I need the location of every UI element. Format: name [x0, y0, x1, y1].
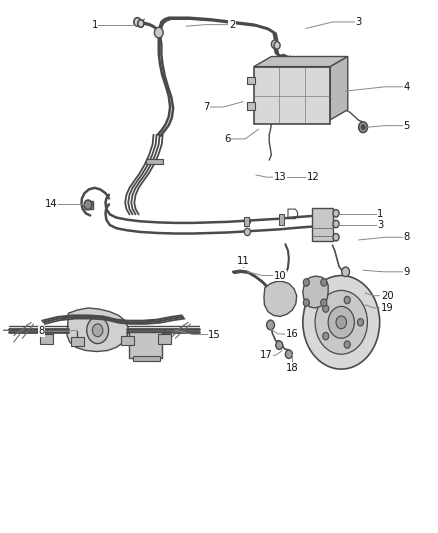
Circle shape	[303, 279, 309, 286]
Circle shape	[315, 290, 367, 354]
Circle shape	[267, 320, 275, 330]
Text: 17: 17	[260, 350, 272, 360]
Bar	[244, 216, 249, 226]
Bar	[121, 336, 134, 345]
Circle shape	[303, 299, 309, 306]
Circle shape	[344, 296, 350, 304]
Bar	[71, 337, 84, 346]
Circle shape	[244, 228, 251, 236]
Polygon shape	[264, 281, 297, 317]
Text: 1: 1	[378, 209, 384, 220]
Circle shape	[321, 299, 327, 306]
Text: 3: 3	[356, 17, 362, 27]
Circle shape	[276, 341, 283, 350]
Text: 19: 19	[381, 303, 393, 313]
Circle shape	[244, 217, 251, 225]
Circle shape	[357, 319, 364, 326]
Bar	[133, 356, 159, 361]
Bar	[254, 67, 330, 124]
Circle shape	[328, 306, 354, 338]
Text: 13: 13	[274, 172, 286, 182]
Text: 3: 3	[378, 220, 384, 230]
Text: 4: 4	[404, 82, 410, 92]
Polygon shape	[303, 276, 328, 308]
Polygon shape	[67, 308, 128, 352]
Text: 20: 20	[381, 290, 393, 301]
Bar	[85, 200, 93, 209]
Text: 14: 14	[45, 199, 57, 209]
Bar	[40, 334, 53, 344]
Text: 6: 6	[225, 134, 231, 144]
Text: 15: 15	[208, 329, 221, 340]
Bar	[311, 208, 332, 241]
Text: 10: 10	[274, 271, 286, 280]
Circle shape	[336, 316, 346, 329]
Circle shape	[333, 209, 339, 217]
Circle shape	[303, 276, 380, 369]
Circle shape	[134, 18, 141, 26]
Bar	[158, 334, 171, 344]
Text: 5: 5	[403, 120, 410, 131]
Bar	[279, 214, 285, 225]
Bar	[247, 102, 255, 110]
Circle shape	[286, 350, 292, 359]
Text: 9: 9	[403, 267, 410, 277]
Text: 7: 7	[203, 102, 209, 112]
Polygon shape	[254, 56, 348, 67]
Circle shape	[154, 27, 163, 38]
Circle shape	[361, 125, 365, 130]
Circle shape	[359, 122, 367, 133]
Circle shape	[138, 20, 144, 27]
Text: 8: 8	[404, 232, 410, 243]
Circle shape	[84, 200, 92, 209]
Circle shape	[87, 317, 109, 344]
Text: 1: 1	[92, 20, 98, 30]
Circle shape	[333, 220, 339, 228]
Bar	[247, 77, 255, 84]
Text: 16: 16	[286, 329, 299, 339]
Bar	[130, 333, 162, 358]
Circle shape	[321, 279, 327, 286]
Bar	[146, 159, 163, 165]
Text: 11: 11	[237, 256, 249, 266]
Circle shape	[274, 42, 280, 49]
Text: 2: 2	[229, 20, 235, 30]
Text: 18: 18	[286, 362, 299, 373]
Polygon shape	[330, 56, 348, 120]
Circle shape	[333, 233, 339, 241]
Circle shape	[344, 341, 350, 348]
Circle shape	[342, 267, 350, 277]
Circle shape	[272, 40, 279, 49]
Circle shape	[323, 305, 329, 312]
Circle shape	[92, 324, 103, 337]
Text: 8: 8	[38, 326, 44, 336]
Text: 12: 12	[307, 172, 319, 182]
Circle shape	[323, 333, 329, 340]
